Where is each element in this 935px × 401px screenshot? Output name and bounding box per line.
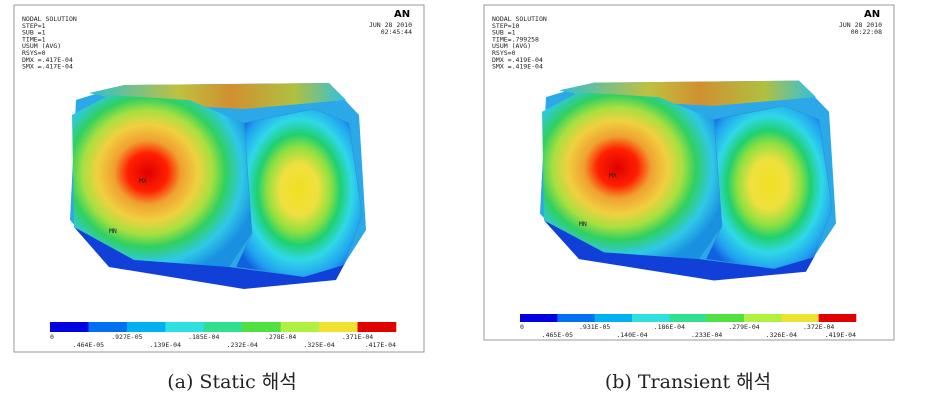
colorbar-label: .139E-04 [150, 341, 181, 349]
model-bottom-band [544, 220, 814, 281]
marker: MN [109, 227, 117, 235]
colorbar-label: 0 [520, 323, 524, 331]
colorbar-band [520, 314, 558, 322]
colorbar-band [781, 314, 819, 322]
colorbar-band [165, 322, 205, 332]
info-line: USUM (AVG) [22, 42, 61, 50]
info-line: STEP=1 [22, 22, 46, 30]
info-line: USUM (AVG) [492, 42, 531, 50]
info-line: RSYS=0 [22, 49, 46, 57]
colorbar-band [594, 314, 633, 322]
info-line: SMX =.419E-04 [492, 63, 543, 71]
colorbar-band [632, 314, 670, 322]
colorbar-band [126, 322, 166, 332]
info-line: NODAL SOLUTION [492, 15, 547, 23]
time: 02:45:44 [381, 28, 412, 36]
fe-model: MX MN [70, 83, 366, 289]
colorbar-band [319, 322, 358, 332]
model-right-face [235, 108, 363, 278]
colorbar-label: .465E-05 [542, 331, 573, 339]
caption: (a) Static 해석 [167, 371, 297, 393]
model-left-face [542, 92, 722, 260]
colorbar-label: .232E-04 [227, 341, 258, 349]
info-line: NODAL SOLUTION [22, 15, 77, 23]
colorbar-label: .419E-04 [825, 331, 856, 339]
colorbar-label: .326E-04 [766, 331, 797, 339]
model-right-face [705, 105, 833, 270]
colorbar-label: .464E-05 [73, 341, 104, 349]
time: 00:22:08 [851, 28, 882, 36]
colorbar-band [357, 322, 397, 332]
marker: MN [579, 220, 587, 228]
colorbar-band [50, 322, 89, 332]
marker: MX [139, 177, 147, 185]
colorbar-band [88, 322, 128, 332]
colorbar-label: .233E-04 [691, 331, 722, 339]
colorbar-band [818, 314, 857, 322]
colorbar-band [203, 322, 243, 332]
colorbar-label: .417E-04 [365, 341, 396, 349]
date: JUN 28 2010 [369, 21, 412, 29]
colorbar-label: .927E-05 [111, 333, 142, 341]
colorbar-band [280, 322, 320, 332]
info-line: SUB =1 [22, 29, 46, 37]
colorbar-label: .185E-04 [188, 333, 219, 341]
colorbar-label: .372E-04 [803, 323, 834, 331]
info-line: DMX =.419E-04 [492, 56, 543, 64]
logo: AN [394, 9, 410, 20]
info-line: RSYS=0 [492, 49, 516, 57]
colorbar-band [557, 314, 595, 322]
fe-model: MX MN [540, 80, 836, 281]
colorbar-band [669, 314, 707, 322]
caption: (b) Transient 해석 [605, 371, 771, 393]
logo: AN [864, 9, 880, 20]
colorbar-label: .278E-04 [265, 333, 296, 341]
colorbar-label: 0 [50, 333, 54, 341]
colorbar-band [744, 314, 782, 322]
colorbar-label: .325E-04 [303, 341, 334, 349]
info-line: STEP=10 [492, 22, 519, 30]
date: JUN 28 2010 [839, 21, 882, 29]
colorbar-label: .186E-04 [654, 323, 685, 331]
colorbar-label: .371E-04 [342, 333, 373, 341]
info-line: TIME=.799258 [492, 35, 539, 43]
info-line: DMX =.417E-04 [22, 56, 73, 64]
info-line: SMX =.417E-04 [22, 63, 73, 71]
marker: MX [609, 172, 617, 180]
model-bottom-band [74, 227, 344, 289]
info-line: SUB =1 [492, 29, 516, 37]
colorbar-label: .279E-04 [728, 323, 759, 331]
colorbar-label: .931E-05 [579, 323, 610, 331]
colorbar-label: .140E-04 [616, 331, 647, 339]
model-left-face [72, 95, 252, 267]
colorbar-band [706, 314, 745, 322]
info-line: TIME=1 [22, 35, 46, 43]
colorbar-band [242, 322, 281, 332]
